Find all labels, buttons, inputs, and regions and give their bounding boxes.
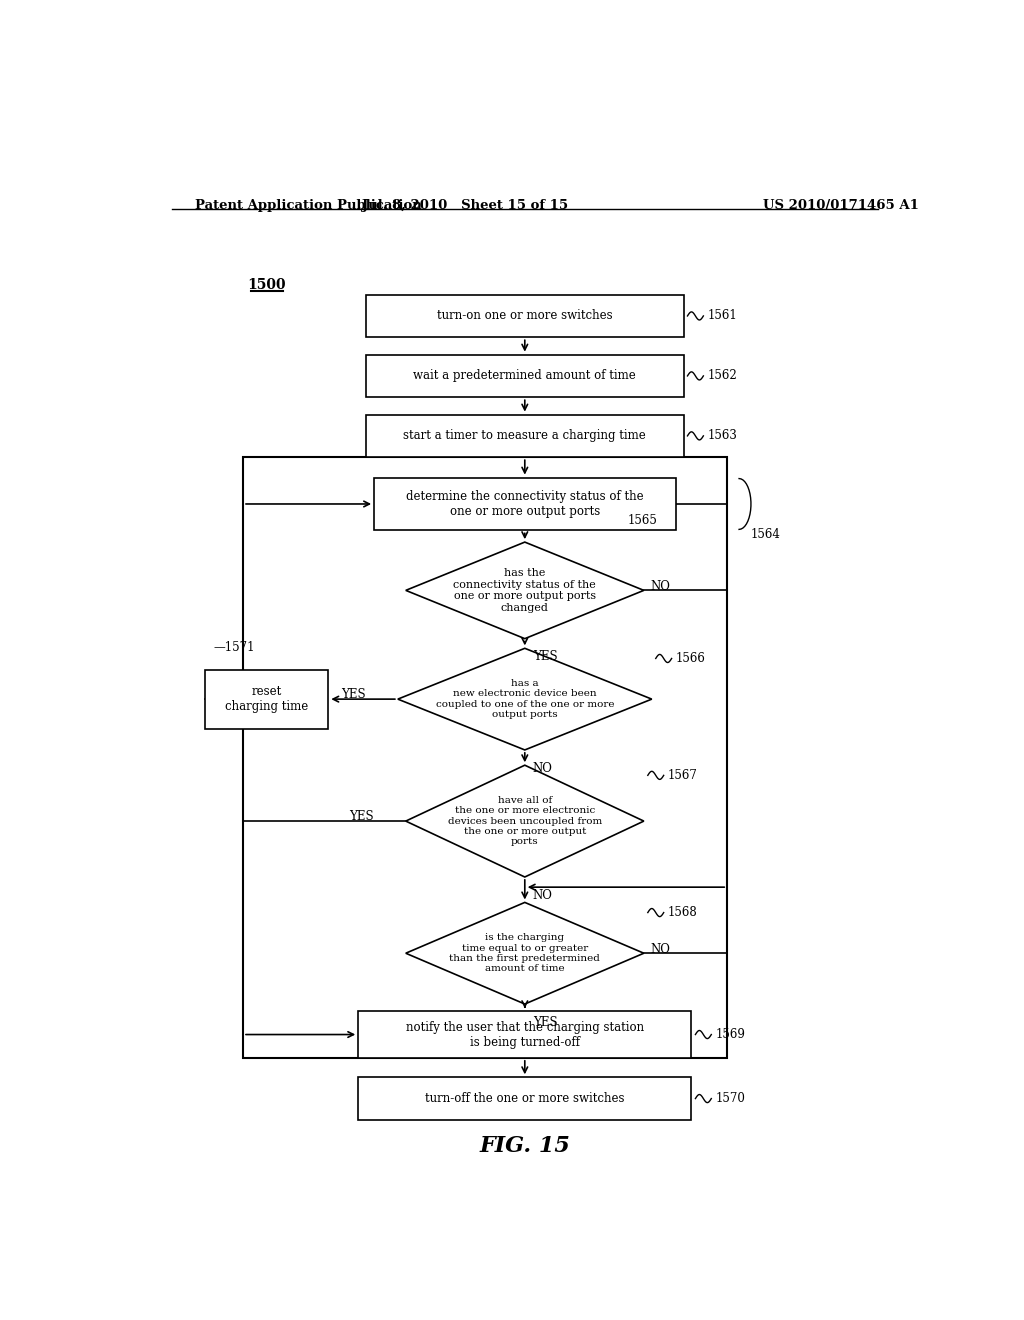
Polygon shape: [406, 903, 644, 1005]
Polygon shape: [406, 766, 644, 876]
Text: YES: YES: [532, 1016, 557, 1028]
Text: have all of
the one or more electronic
devices been uncoupled from
the one or mo: have all of the one or more electronic d…: [447, 796, 602, 846]
Text: turn-off the one or more switches: turn-off the one or more switches: [425, 1092, 625, 1105]
Text: turn-on one or more switches: turn-on one or more switches: [437, 309, 612, 322]
Text: reset
charging time: reset charging time: [225, 685, 308, 713]
Text: is the charging
time equal to or greater
than the first predetermined
amount of : is the charging time equal to or greater…: [450, 933, 600, 973]
Text: 1562: 1562: [708, 370, 737, 383]
Text: NO: NO: [532, 762, 553, 775]
Polygon shape: [397, 648, 652, 750]
Text: start a timer to measure a charging time: start a timer to measure a charging time: [403, 429, 646, 442]
Text: FIG. 15: FIG. 15: [479, 1135, 570, 1158]
Text: 1567: 1567: [668, 768, 697, 781]
Text: 1570: 1570: [715, 1092, 745, 1105]
FancyBboxPatch shape: [206, 669, 329, 729]
Text: 1561: 1561: [708, 309, 737, 322]
FancyBboxPatch shape: [374, 478, 676, 531]
Text: 1563: 1563: [708, 429, 737, 442]
Text: 1568: 1568: [668, 906, 697, 919]
Polygon shape: [406, 543, 644, 639]
Text: Jul. 8, 2010   Sheet 15 of 15: Jul. 8, 2010 Sheet 15 of 15: [362, 199, 568, 213]
Text: US 2010/0171465 A1: US 2010/0171465 A1: [763, 199, 919, 213]
Text: 1564: 1564: [751, 528, 781, 541]
Text: 1500: 1500: [248, 279, 286, 293]
Text: 1569: 1569: [715, 1028, 745, 1041]
Text: has the
connectivity status of the
one or more output ports
changed: has the connectivity status of the one o…: [454, 568, 596, 612]
Text: NO: NO: [650, 942, 670, 956]
FancyBboxPatch shape: [367, 294, 684, 338]
Text: YES: YES: [532, 651, 557, 664]
Text: has a
new electronic device been
coupled to one of the one or more
output ports: has a new electronic device been coupled…: [435, 678, 614, 719]
Text: NO: NO: [650, 579, 670, 593]
Text: YES: YES: [341, 688, 367, 701]
FancyBboxPatch shape: [358, 1077, 691, 1119]
Text: 1566: 1566: [676, 652, 706, 665]
Text: 1565: 1565: [628, 513, 657, 527]
Text: determine the connectivity status of the
one or more output ports: determine the connectivity status of the…: [406, 490, 644, 517]
Text: notify the user that the charging station
is being turned-off: notify the user that the charging statio…: [406, 1020, 644, 1048]
Text: YES: YES: [349, 809, 374, 822]
Text: —1571: —1571: [213, 642, 255, 655]
FancyBboxPatch shape: [367, 355, 684, 397]
Text: Patent Application Publication: Patent Application Publication: [196, 199, 422, 213]
Text: wait a predetermined amount of time: wait a predetermined amount of time: [414, 370, 636, 383]
Text: NO: NO: [532, 888, 553, 902]
FancyBboxPatch shape: [367, 414, 684, 457]
FancyBboxPatch shape: [358, 1011, 691, 1057]
